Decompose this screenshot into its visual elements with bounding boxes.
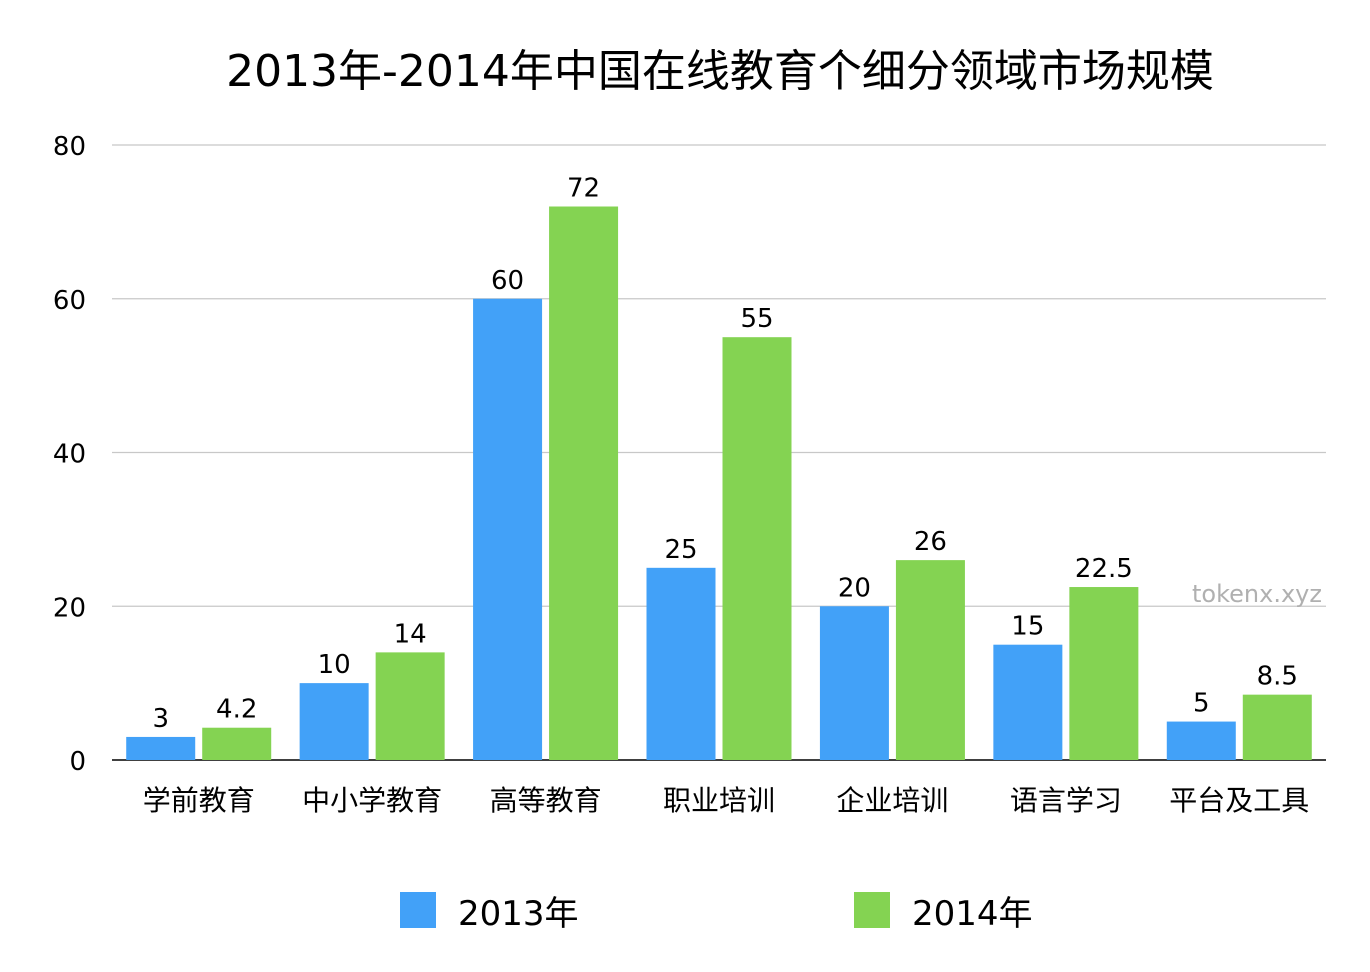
bar [126,736,196,760]
data-label: 4.2 [216,695,257,725]
watermark: tokenx.xyz [1192,580,1322,608]
legend-swatch-2014 [854,892,890,928]
legend-item-2014: 2014年 [854,888,1033,934]
x-tick-label: 学前教育 [143,784,255,817]
x-tick-label: 企业培训 [836,784,948,817]
data-label: 14 [394,619,427,649]
legend-label-2013: 2013年 [458,893,579,934]
legend-item-2013: 2013年 [400,888,579,934]
data-labels: 3 4.2 10 14 60 72 25 55 20 26 15 22.5 5 8.5 [152,174,1298,734]
data-label: 8.5 [1257,662,1298,692]
data-label: 3 [152,704,169,734]
bar [1069,587,1139,760]
bar [375,652,445,760]
legend-swatch-2013 [400,892,436,928]
bar [202,727,272,760]
y-tick-label: 40 [53,440,86,470]
data-label: 5 [1193,689,1210,719]
data-label: 55 [740,304,773,334]
bar [1166,721,1236,760]
bar [473,298,543,760]
bar [299,683,369,760]
x-tick-label: 高等教育 [490,784,602,817]
bars [126,206,1312,760]
data-label: 22.5 [1075,554,1133,584]
x-tick-label: 语言学习 [1010,784,1122,817]
data-label: 60 [491,266,524,296]
bar [549,206,619,760]
legend-label-2014: 2014年 [912,893,1033,934]
x-tick-label: 职业培训 [663,784,775,817]
y-tick-label: 0 [69,747,86,777]
y-tick-label: 80 [53,132,86,162]
x-axis-ticks: 学前教育 中小学教育 高等教育 职业培训 企业培训 语言学习 平台及工具 [143,784,1310,817]
data-label: 20 [838,573,871,603]
bar [993,644,1063,760]
x-tick-label: 中小学教育 [302,784,442,817]
bar [722,337,792,760]
data-label: 15 [1011,612,1044,642]
y-tick-label: 20 [53,593,86,623]
chart-title: 2013年-2014年中国在线教育个细分领域市场规模 [226,46,1214,97]
gridlines [112,144,1326,761]
data-label: 72 [567,174,600,204]
data-label: 26 [914,527,947,557]
bar [819,606,889,760]
data-label: 10 [318,650,351,680]
data-label: 25 [664,535,697,565]
y-tick-label: 60 [53,286,86,316]
bar [1242,694,1312,760]
x-tick-label: 平台及工具 [1169,784,1309,817]
bar [646,567,716,760]
y-axis-ticks: 0 20 40 60 80 [53,132,86,777]
bar [895,560,965,760]
